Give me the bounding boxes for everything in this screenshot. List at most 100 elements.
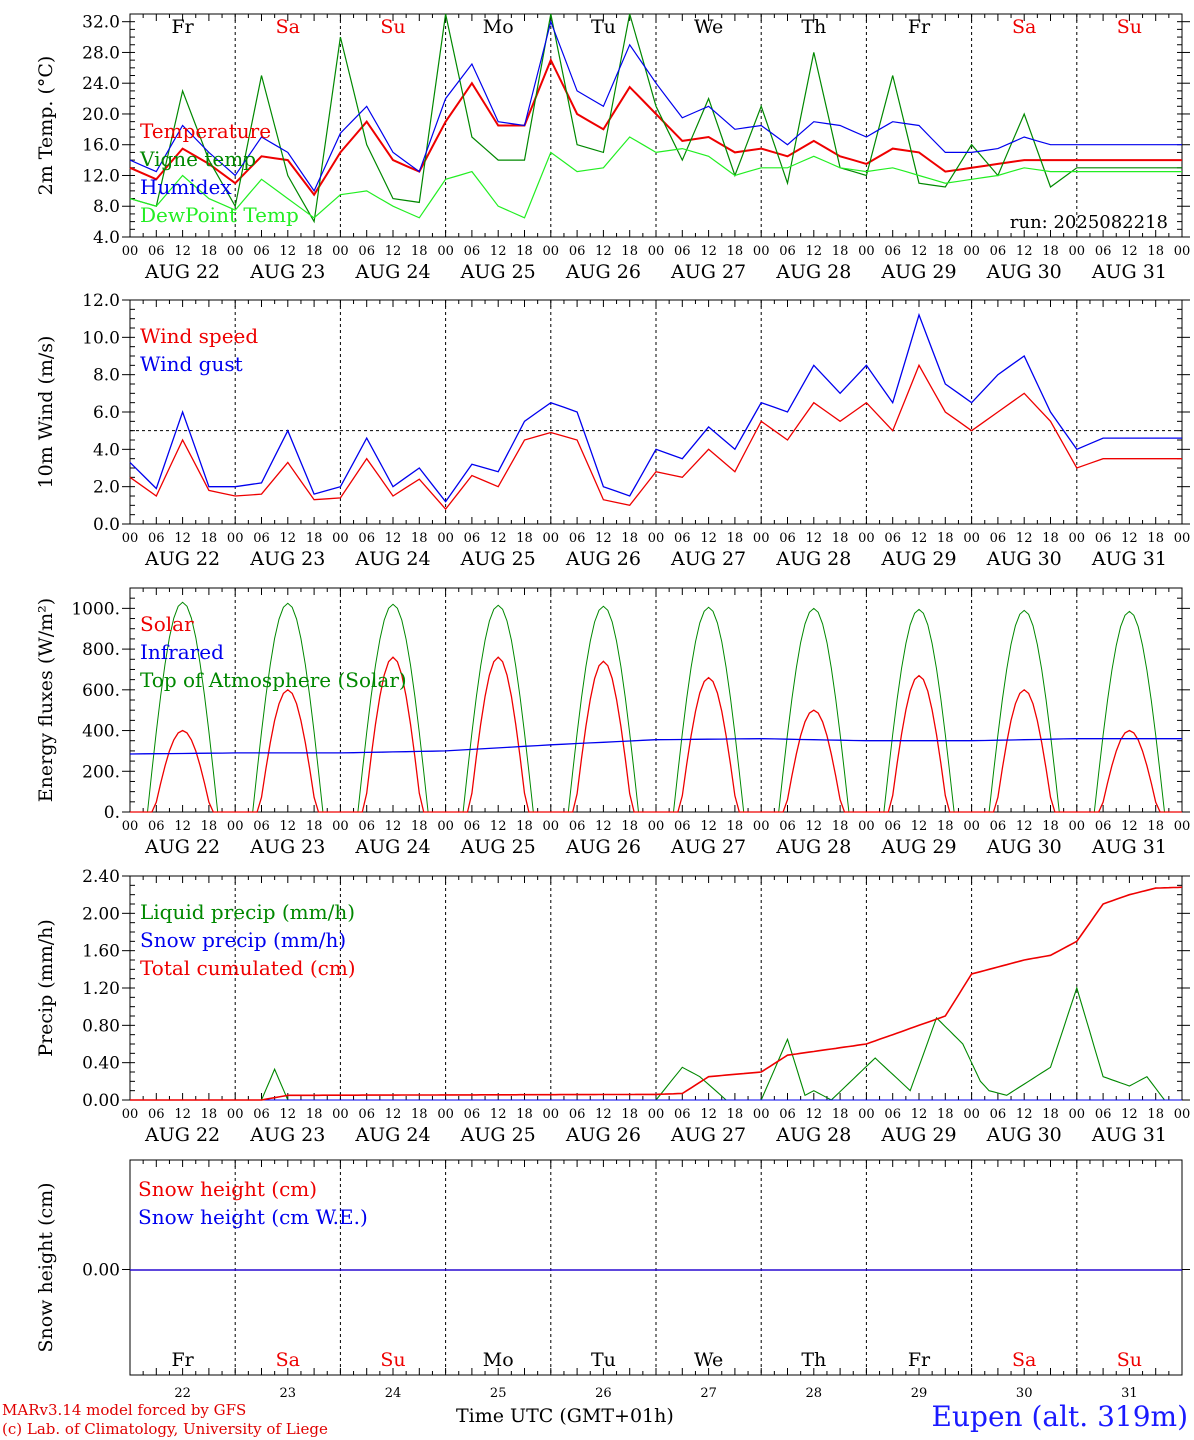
x-day-label: AUG 28 bbox=[775, 548, 851, 570]
y-tick-label: 4.0 bbox=[93, 228, 120, 248]
x-day-label: AUG 31 bbox=[1091, 261, 1167, 283]
x-hour-label: 00 bbox=[332, 819, 349, 834]
x-day-label: AUG 30 bbox=[986, 261, 1062, 283]
x-hour-label: 00 bbox=[648, 1107, 665, 1122]
x-day-label: AUG 27 bbox=[670, 836, 746, 858]
y-tick-label: 400. bbox=[82, 722, 120, 742]
x-hour-label: 12 bbox=[911, 819, 928, 834]
x-day-label: AUG 29 bbox=[880, 836, 956, 858]
x-hour-label: 00 bbox=[1069, 531, 1086, 546]
x-hour-label: 18 bbox=[1147, 531, 1164, 546]
x-hour-label: 18 bbox=[937, 819, 954, 834]
x-hour-label: 06 bbox=[148, 531, 165, 546]
x-hour-label: 06 bbox=[779, 819, 796, 834]
x-day-label: AUG 22 bbox=[144, 548, 220, 570]
x-day-label: AUG 27 bbox=[670, 261, 746, 283]
x-hour-label: 12 bbox=[700, 244, 717, 259]
x-hour-label: 18 bbox=[306, 819, 323, 834]
y-tick-label: 2.00 bbox=[82, 904, 120, 924]
x-hour-label: 00 bbox=[227, 244, 244, 259]
y-tick-label: 0.00 bbox=[82, 1091, 120, 1111]
y-tick-label: 2.0 bbox=[93, 478, 120, 498]
plot-frame bbox=[129, 299, 1183, 525]
x-hour-label: 06 bbox=[990, 1107, 1007, 1122]
x-day-label: AUG 26 bbox=[565, 1124, 641, 1146]
x-hour-label: 00 bbox=[543, 531, 560, 546]
legend-entry: Snow precip (mm/h) bbox=[140, 928, 346, 952]
weekday-label: Fr bbox=[908, 16, 931, 38]
x-hour-label: 18 bbox=[306, 1107, 323, 1122]
x-hour-label: 06 bbox=[148, 819, 165, 834]
x-hour-label: 18 bbox=[937, 244, 954, 259]
series-line-1 bbox=[129, 312, 1182, 503]
legend-entry: Liquid precip (mm/h) bbox=[140, 900, 355, 924]
x-hour-label: 12 bbox=[1121, 244, 1138, 259]
x-hour-label: 06 bbox=[358, 244, 375, 259]
x-day-label: 25 bbox=[490, 1386, 507, 1401]
x-hour-label: 12 bbox=[385, 531, 402, 546]
y-tick-label: 0.00 bbox=[82, 1261, 120, 1281]
x-day-label: AUG 30 bbox=[986, 1124, 1062, 1146]
x-day-label: AUG 29 bbox=[880, 261, 956, 283]
x-hour-label: 12 bbox=[595, 1107, 612, 1122]
x-hour-label: 06 bbox=[1095, 244, 1112, 259]
x-day-label: AUG 29 bbox=[880, 548, 956, 570]
y-tick-label: 16.0 bbox=[82, 136, 120, 156]
x-hour-label: 12 bbox=[280, 819, 297, 834]
legend-entry: Wind speed bbox=[140, 324, 258, 348]
y-tick-label: 600. bbox=[82, 681, 120, 701]
x-hour-label: 06 bbox=[884, 244, 901, 259]
legend-entry: Snow height (cm W.E.) bbox=[138, 1205, 368, 1229]
x-hour-label: 06 bbox=[148, 1107, 165, 1122]
x-hour-label: 18 bbox=[411, 819, 428, 834]
x-hour-label: 12 bbox=[490, 244, 507, 259]
weekday-label: Fr bbox=[171, 1349, 194, 1371]
x-hour-label: 18 bbox=[1042, 531, 1059, 546]
series-line-infrared bbox=[129, 738, 1182, 755]
x-hour-label: 12 bbox=[490, 1107, 507, 1122]
weekday-label: Fr bbox=[908, 1349, 931, 1371]
weekday-label: Th bbox=[801, 16, 826, 38]
x-hour-label: 06 bbox=[884, 531, 901, 546]
x-hour-label: 06 bbox=[990, 244, 1007, 259]
x-hour-label: 18 bbox=[516, 244, 533, 259]
x-hour-label: 06 bbox=[569, 819, 586, 834]
x-hour-label: 00 bbox=[227, 819, 244, 834]
y-axis-label: 10m Wind (m/s) bbox=[35, 336, 57, 489]
x-hour-label: 06 bbox=[464, 531, 481, 546]
x-hour-label: 12 bbox=[490, 819, 507, 834]
y-tick-label: 0.80 bbox=[82, 1016, 120, 1036]
x-hour-label: 06 bbox=[253, 1107, 270, 1122]
series-line-solar bbox=[130, 656, 1182, 813]
series-line-1 bbox=[129, 13, 1182, 224]
x-hour-label: 18 bbox=[306, 531, 323, 546]
x-hour-label: 00 bbox=[122, 819, 139, 834]
x-day-label: AUG 25 bbox=[460, 836, 536, 858]
x-hour-label: 12 bbox=[1121, 1107, 1138, 1122]
run-annotation: run: 2025082218 bbox=[1010, 212, 1168, 233]
x-hour-label: 12 bbox=[280, 244, 297, 259]
x-hour-label: 12 bbox=[806, 1107, 823, 1122]
plot-frame bbox=[129, 587, 1183, 813]
x-hour-label: 00 bbox=[858, 531, 875, 546]
x-day-label: AUG 28 bbox=[775, 261, 851, 283]
x-hour-label: 06 bbox=[464, 819, 481, 834]
x-hour-label: 06 bbox=[990, 531, 1007, 546]
x-hour-label: 12 bbox=[1016, 1107, 1033, 1122]
x-day-label: 31 bbox=[1121, 1386, 1138, 1401]
x-hour-label: 00 bbox=[753, 531, 770, 546]
x-hour-label: 00 bbox=[332, 531, 349, 546]
x-hour-label: 06 bbox=[464, 244, 481, 259]
x-hour-label: 12 bbox=[385, 819, 402, 834]
x-day-label: AUG 26 bbox=[565, 548, 641, 570]
x-hour-label: 00 bbox=[437, 819, 454, 834]
x-hour-label: 06 bbox=[884, 1107, 901, 1122]
x-hour-label: 12 bbox=[911, 244, 928, 259]
x-day-label: 24 bbox=[385, 1386, 402, 1401]
x-hour-label: 12 bbox=[280, 531, 297, 546]
x-hour-label: 00 bbox=[648, 244, 665, 259]
x-hour-label: 06 bbox=[358, 531, 375, 546]
weekday-label: Su bbox=[1117, 1349, 1142, 1371]
x-hour-label: 00 bbox=[437, 244, 454, 259]
x-day-label: AUG 31 bbox=[1091, 836, 1167, 858]
